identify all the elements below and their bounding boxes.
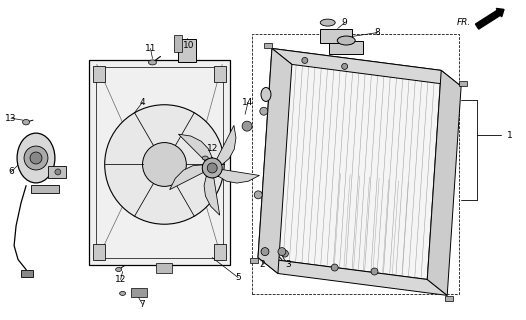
Circle shape (203, 158, 222, 178)
Circle shape (55, 169, 61, 175)
Bar (250, 258, 258, 263)
Text: 7: 7 (139, 300, 145, 309)
Text: FR.: FR. (457, 18, 471, 27)
Ellipse shape (203, 156, 208, 160)
Circle shape (143, 143, 186, 186)
Text: 4: 4 (140, 98, 145, 107)
Polygon shape (258, 49, 292, 274)
Circle shape (30, 152, 42, 164)
Bar (175, 35, 183, 52)
Bar (93, 244, 105, 260)
Ellipse shape (116, 268, 122, 271)
Bar (178, 38, 196, 62)
Circle shape (254, 191, 262, 199)
Text: 10: 10 (183, 41, 194, 50)
Ellipse shape (261, 87, 271, 101)
Ellipse shape (337, 36, 355, 45)
Polygon shape (258, 49, 441, 279)
Circle shape (242, 121, 252, 131)
Bar (329, 41, 363, 54)
Bar (214, 67, 226, 82)
Text: 11: 11 (145, 44, 156, 53)
Circle shape (278, 248, 286, 256)
FancyArrow shape (476, 8, 504, 29)
Bar (445, 296, 453, 301)
Bar (93, 67, 105, 82)
Text: 14: 14 (242, 98, 254, 107)
Circle shape (342, 63, 348, 69)
Polygon shape (218, 170, 259, 183)
Bar (214, 244, 226, 260)
Bar (264, 43, 272, 48)
Circle shape (24, 146, 48, 170)
Text: 13: 13 (5, 114, 17, 123)
Bar (31, 185, 59, 193)
Bar (130, 288, 147, 297)
Ellipse shape (17, 133, 55, 183)
Polygon shape (272, 49, 461, 86)
Circle shape (371, 268, 378, 275)
Circle shape (260, 107, 268, 115)
Text: 12: 12 (115, 275, 126, 284)
Ellipse shape (23, 119, 29, 125)
Text: 1: 1 (507, 131, 513, 140)
Bar (48, 166, 66, 178)
Bar (21, 269, 33, 277)
Bar (459, 81, 467, 86)
Polygon shape (170, 164, 204, 190)
Polygon shape (217, 125, 236, 165)
Text: 2: 2 (259, 260, 265, 269)
Text: 8: 8 (375, 28, 380, 37)
Bar (252, 34, 459, 294)
Text: 9: 9 (342, 18, 348, 27)
Polygon shape (427, 70, 461, 295)
Circle shape (302, 58, 308, 63)
Circle shape (281, 250, 288, 257)
Polygon shape (258, 258, 447, 295)
Ellipse shape (320, 19, 335, 26)
Text: 6: 6 (8, 167, 14, 176)
Text: 3: 3 (285, 260, 291, 269)
Bar (89, 60, 230, 265)
Circle shape (331, 264, 338, 271)
Circle shape (207, 163, 217, 173)
Circle shape (261, 248, 268, 255)
Bar (320, 28, 351, 43)
Text: 5: 5 (235, 273, 241, 282)
Polygon shape (178, 134, 213, 161)
Polygon shape (204, 176, 220, 215)
Circle shape (105, 105, 224, 224)
Text: 12: 12 (207, 144, 218, 153)
Ellipse shape (119, 292, 126, 295)
Bar (96, 68, 223, 258)
Ellipse shape (148, 60, 156, 65)
Bar (156, 262, 173, 273)
Circle shape (261, 248, 269, 256)
